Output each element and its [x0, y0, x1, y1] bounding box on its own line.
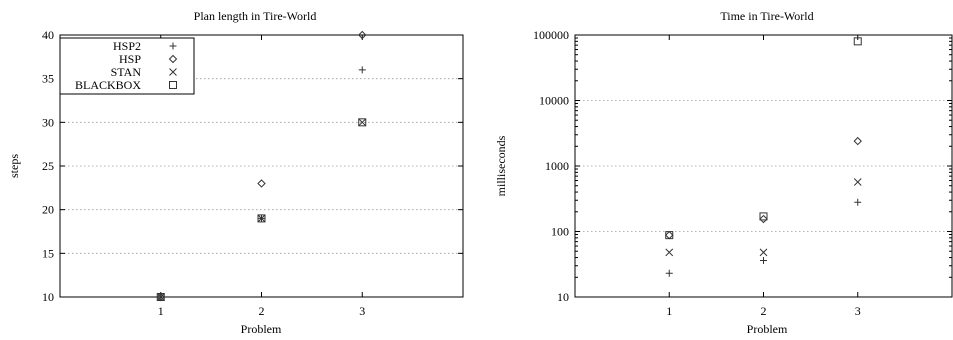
x-axis-label: Problem: [241, 322, 282, 336]
legend-marker-stan: [169, 68, 177, 76]
data-point-hsp: [759, 214, 768, 224]
data-point-blackbox: [358, 118, 367, 127]
plan-length-chart: Plan length in Tire-World 10 15 20 25 30 35 40…: [7, 9, 464, 336]
data-point-hsp2: [358, 66, 366, 74]
x-tick-label: 1: [666, 304, 672, 318]
x-tick-label: 2: [259, 304, 265, 318]
y-tick-label: 10: [557, 290, 569, 304]
data-point-hsp2: [854, 198, 862, 206]
y-tick-label: 20: [42, 203, 54, 217]
data-point-hsp: [853, 136, 862, 146]
x-tick-label: 1: [158, 304, 164, 318]
legend-marker-hsp: [168, 54, 178, 64]
legend-box: [59, 37, 195, 95]
legend-marker-hsp2: [169, 42, 177, 50]
y-tick-label: 10: [42, 290, 54, 304]
y-tick-label: 15: [42, 246, 54, 260]
data-point-stan: [257, 214, 266, 223]
data-point-hsp: [665, 230, 674, 240]
y-tick-label: 35: [42, 72, 54, 86]
x-tick-label: 3: [855, 304, 861, 318]
y-axis-label: steps: [7, 154, 21, 178]
y-tick-label: 10000: [539, 94, 569, 108]
data-point-hsp2: [665, 269, 673, 277]
y-tick-label: 30: [42, 115, 54, 129]
data-point-blackbox: [665, 231, 674, 240]
data-point-stan: [358, 118, 367, 127]
chart-title: Plan length in Tire-World: [194, 9, 317, 23]
legend-label: BLACKBOX: [75, 78, 141, 92]
data-point-stan: [853, 178, 862, 186]
data-point-stan: [156, 293, 165, 301]
legend-label: STAN: [111, 65, 142, 79]
chart-title: Time in Tire-World: [720, 9, 813, 23]
y-axis-label: milliseconds: [494, 135, 508, 196]
x-tick-label: 2: [761, 304, 767, 318]
x-axis-label: Problem: [747, 322, 788, 336]
data-point-hsp: [257, 179, 266, 188]
data-point-hsp2: [760, 257, 767, 265]
y-tick-label: 100000: [533, 28, 569, 42]
data-point-blackbox: [853, 37, 862, 46]
time-chart: Time in Tire-World 10100100010000100000 …: [494, 9, 953, 336]
y-tick-label: 40: [42, 28, 54, 42]
legend-marker-blackbox: [169, 81, 177, 89]
data-point-hsp: [358, 30, 367, 40]
data-point-stan: [759, 248, 768, 257]
data-point-blackbox: [156, 293, 165, 301]
y-tick-label: 100: [551, 225, 569, 239]
data-point-blackbox: [759, 212, 768, 221]
legend-label: HSP: [119, 52, 141, 66]
y-tick-label: 25: [42, 159, 54, 173]
y-tick-label: 1000: [545, 159, 569, 173]
x-tick-label: 3: [359, 304, 365, 318]
data-point-stan: [665, 248, 674, 257]
data-point-blackbox: [257, 214, 266, 223]
legend-label: HSP2: [113, 39, 141, 53]
